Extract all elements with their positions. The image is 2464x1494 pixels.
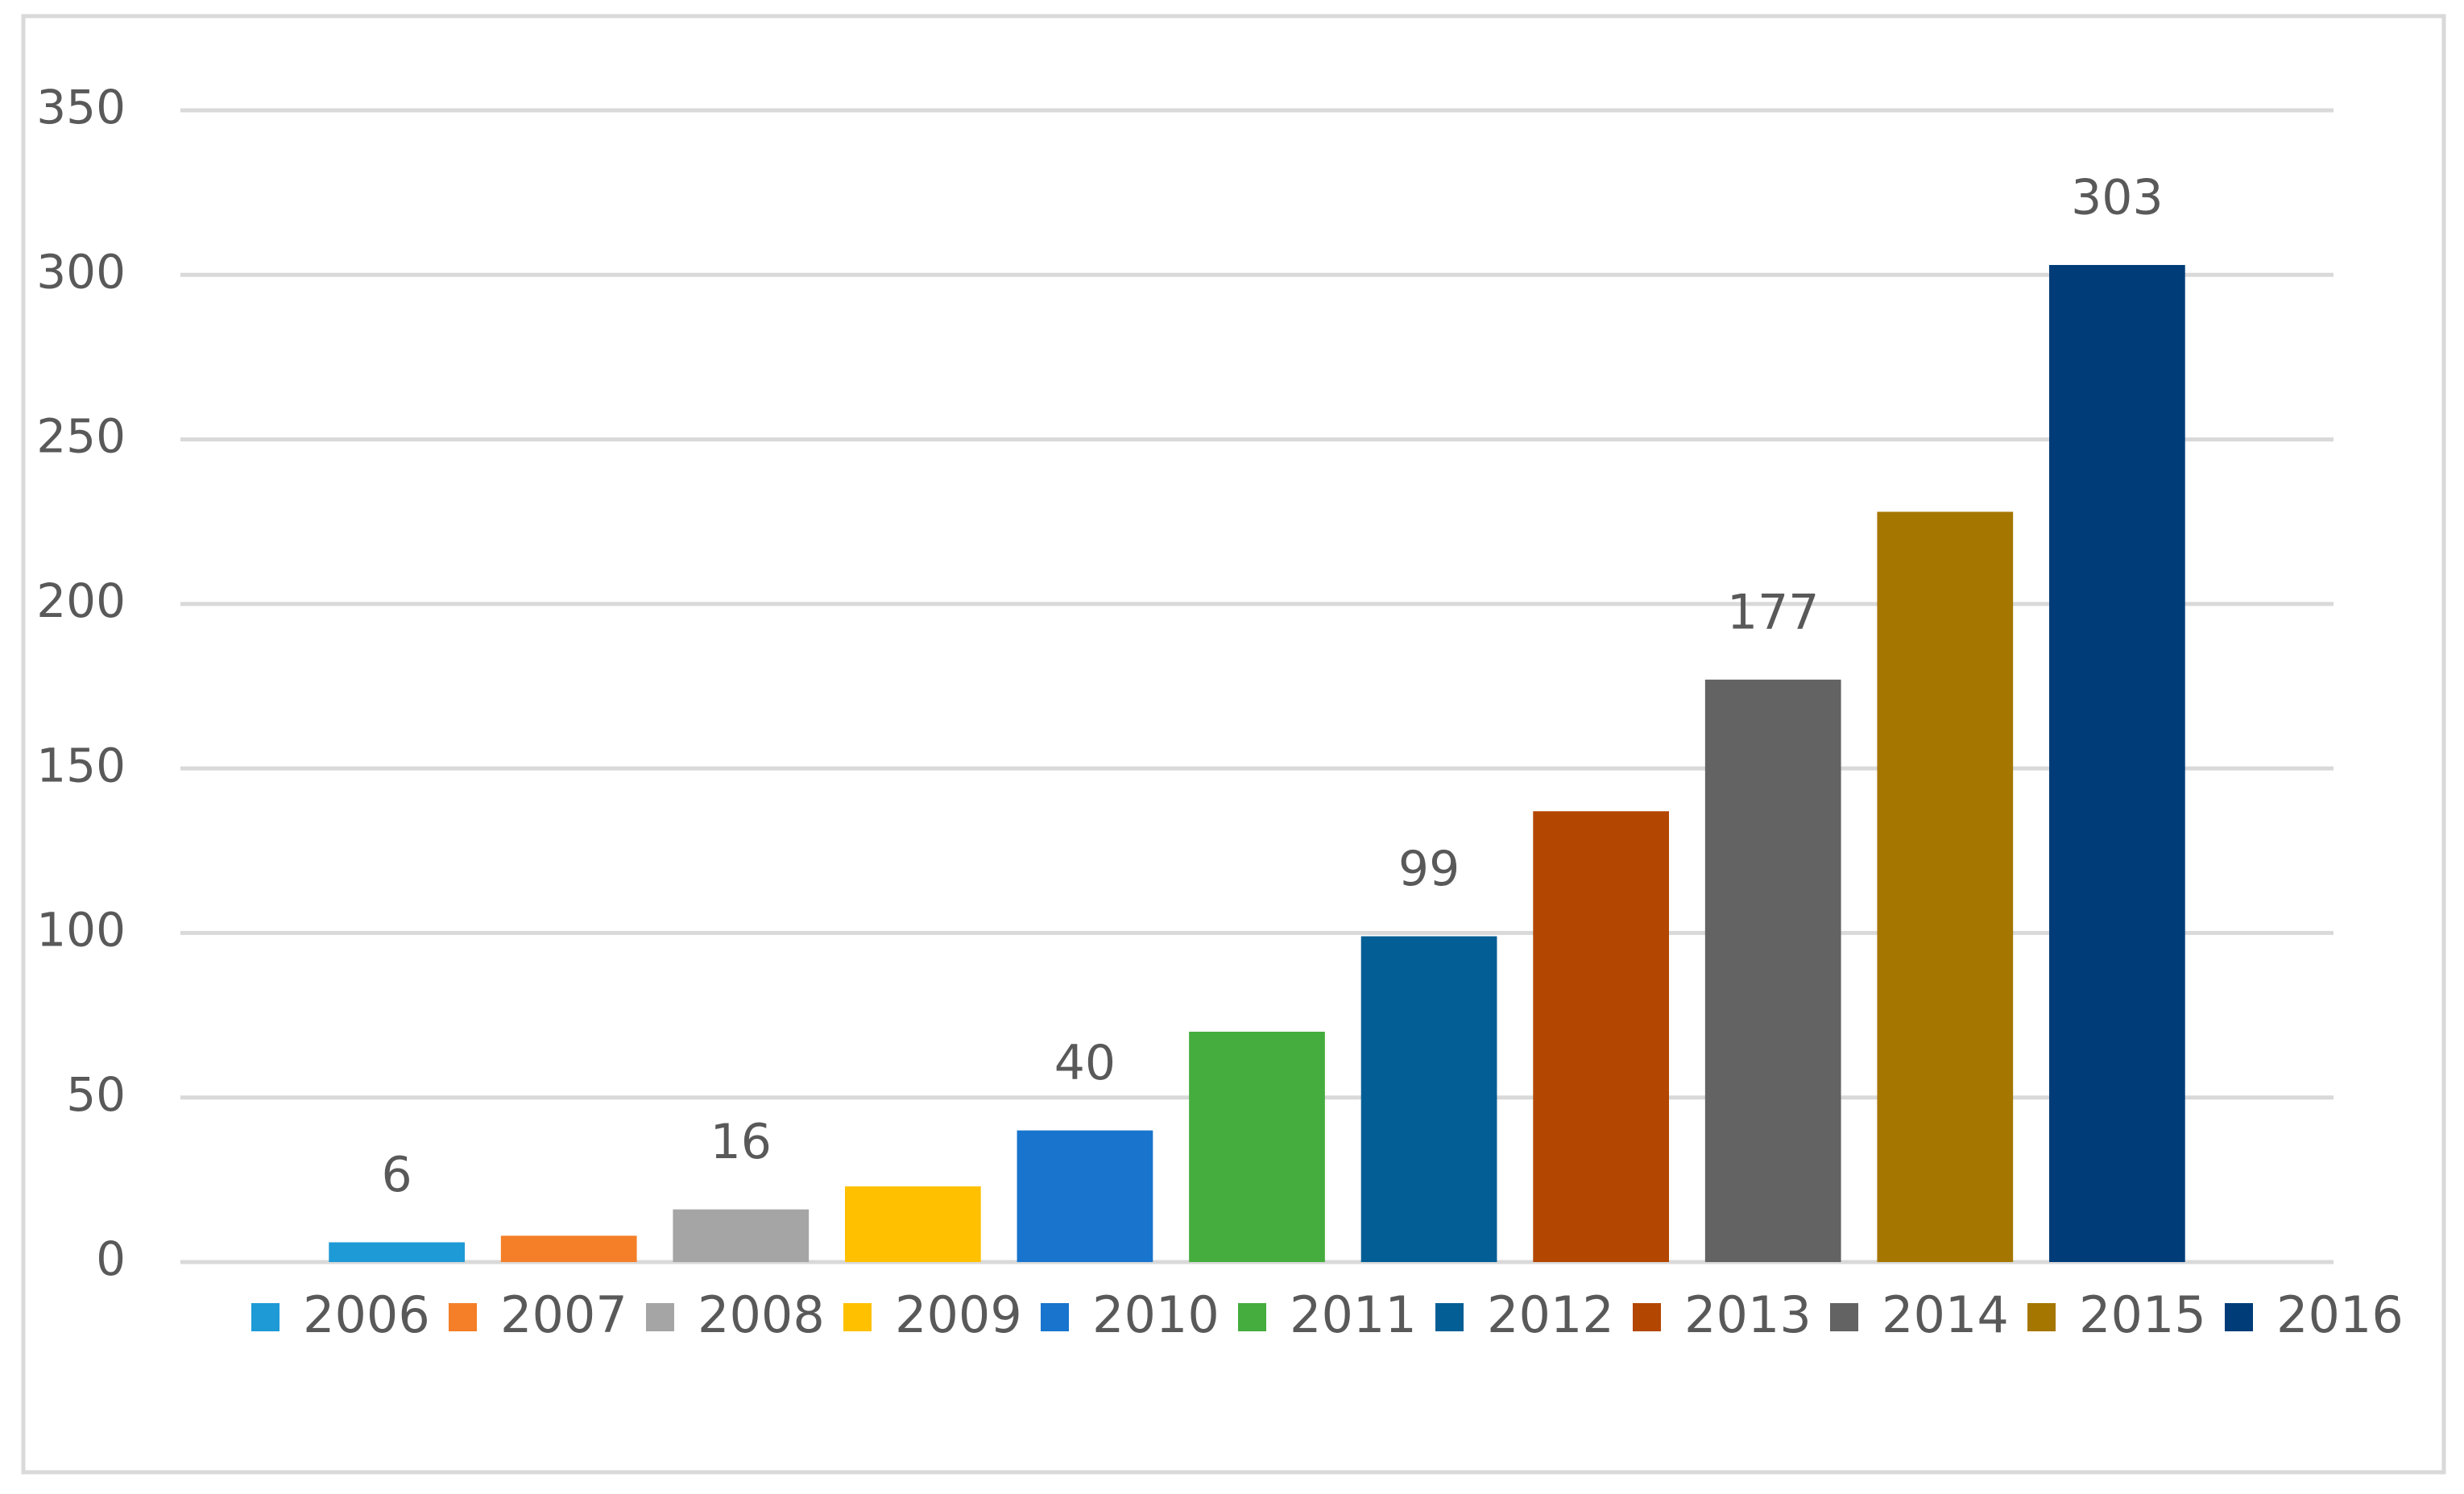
- legend-label: 2006: [303, 1285, 430, 1344]
- bar: [2049, 265, 2185, 1262]
- legend-label: 2007: [500, 1285, 627, 1344]
- bar: [673, 1209, 810, 1262]
- bar: [844, 1186, 981, 1262]
- legend-swatch: [1041, 1303, 1069, 1331]
- legend-swatch: [2027, 1303, 2056, 1331]
- bar: [1704, 679, 1841, 1262]
- legend-swatch: [1830, 1303, 1858, 1331]
- legend-label: 2015: [2079, 1285, 2206, 1344]
- legend-swatch: [1633, 1303, 1661, 1331]
- y-tick-label: 150: [36, 738, 126, 793]
- bar: [500, 1235, 637, 1262]
- legend-swatch: [2225, 1303, 2253, 1331]
- bar: [1533, 811, 1670, 1262]
- legend-label: 2011: [1290, 1285, 1417, 1344]
- legend-swatch: [1435, 1303, 1464, 1331]
- value-label: 40: [1054, 1035, 1116, 1091]
- legend-swatch: [1238, 1303, 1266, 1331]
- y-tick-label: 300: [36, 244, 126, 299]
- y-tick-label: 350: [36, 80, 126, 135]
- legend-label: 2012: [1487, 1285, 1614, 1344]
- legend-swatch: [449, 1303, 477, 1331]
- bar: [1189, 1032, 1325, 1262]
- bar: [329, 1242, 465, 1262]
- value-label: 303: [2071, 170, 2164, 226]
- value-label: 177: [1727, 584, 1820, 640]
- legend-swatch: [251, 1303, 280, 1331]
- legend-label: 2008: [698, 1285, 825, 1344]
- legend-swatch: [646, 1303, 674, 1331]
- legend-label: 2013: [1684, 1285, 1812, 1344]
- legend-label: 2010: [1092, 1285, 1220, 1344]
- legend-label: 2009: [895, 1285, 1022, 1344]
- y-tick-label: 200: [36, 573, 126, 628]
- y-tick-label: 250: [36, 409, 126, 464]
- legend-label: 2016: [2276, 1285, 2404, 1344]
- legend-swatch: [843, 1303, 872, 1331]
- bar: [1017, 1130, 1153, 1262]
- value-label: 6: [382, 1147, 412, 1203]
- value-label: 99: [1398, 841, 1460, 897]
- bar: [1877, 511, 2014, 1262]
- legend-label: 2014: [1882, 1285, 2009, 1344]
- y-tick-label: 0: [96, 1231, 126, 1286]
- bar: [1360, 936, 1497, 1262]
- value-label: 16: [710, 1114, 772, 1170]
- y-tick-label: 50: [66, 1067, 126, 1122]
- y-tick-label: 100: [36, 903, 126, 958]
